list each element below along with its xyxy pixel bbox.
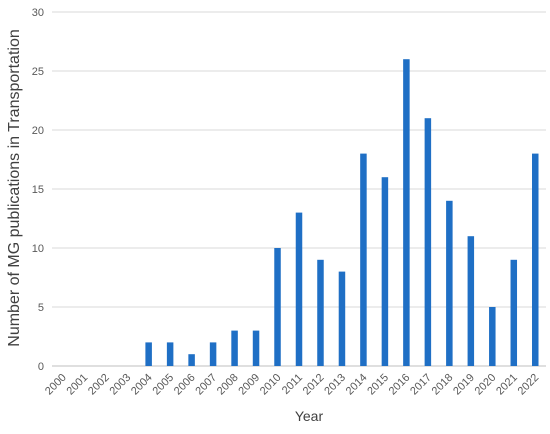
x-tick-label: 2020: [473, 372, 499, 398]
x-tick-label: 2016: [387, 372, 413, 398]
bar-2022: [532, 153, 539, 366]
x-tick-label: 2017: [408, 372, 434, 398]
x-tick-label: 2001: [65, 372, 91, 398]
x-tick-label: 2010: [258, 372, 284, 398]
bar-2016: [403, 59, 410, 366]
bar-2020: [489, 307, 496, 366]
bar-2019: [467, 236, 475, 366]
x-tick-label: 2019: [451, 372, 477, 398]
bar-2009: [252, 330, 260, 366]
bar-2013: [338, 271, 346, 366]
bar-2011: [295, 212, 303, 366]
bar-2006: [188, 354, 195, 366]
x-tick-label: 2021: [494, 372, 520, 398]
x-tick-label: 2002: [86, 372, 112, 398]
y-tick-label: 10: [32, 243, 44, 255]
x-tick-label: 2000: [43, 372, 69, 398]
bar-2017: [424, 118, 432, 366]
bar-2005: [166, 342, 174, 366]
y-tick-label: 0: [38, 361, 44, 373]
bar-2014: [360, 153, 367, 366]
x-tick-label: 2012: [301, 372, 327, 398]
x-tick-label: 2004: [129, 372, 155, 398]
bar-2021: [510, 259, 518, 366]
bar-2008: [231, 330, 238, 366]
bar-2010: [274, 248, 281, 366]
x-tick-label: 2018: [430, 372, 456, 398]
x-tick-label: 2014: [344, 372, 370, 398]
x-tick-label: 2008: [215, 372, 241, 398]
bar-2018: [446, 200, 453, 366]
x-tick-label: 2013: [322, 372, 348, 398]
y-tick-label: 5: [38, 302, 44, 314]
y-tick-labels: 0 5 10 15 20 25 30: [32, 7, 44, 373]
bar-2015: [381, 177, 389, 366]
x-axis-label: Year: [295, 408, 324, 424]
bars: [145, 59, 539, 366]
x-tick-label: 2007: [193, 372, 219, 398]
x-tick-label: 2006: [172, 372, 198, 398]
y-axis-label: Number of MG publications in Transportat…: [6, 29, 23, 346]
y-tick-label: 25: [32, 66, 44, 78]
bar-2004: [145, 342, 152, 366]
x-tick-labels: 2000200120022003200420052006200720082009…: [43, 372, 541, 398]
x-tick-label: 2011: [280, 372, 305, 397]
x-tick-label: 2022: [516, 372, 542, 398]
y-tick-label: 20: [32, 125, 44, 137]
x-tick-label: 2003: [107, 372, 133, 398]
y-tick-label: 30: [32, 7, 44, 19]
bar-2012: [317, 259, 324, 366]
x-tick-label: 2009: [236, 372, 262, 398]
x-tick-label: 2005: [150, 372, 176, 398]
x-tick-label: 2015: [365, 372, 391, 398]
bar-2007: [209, 342, 217, 366]
y-tick-label: 15: [32, 184, 44, 196]
